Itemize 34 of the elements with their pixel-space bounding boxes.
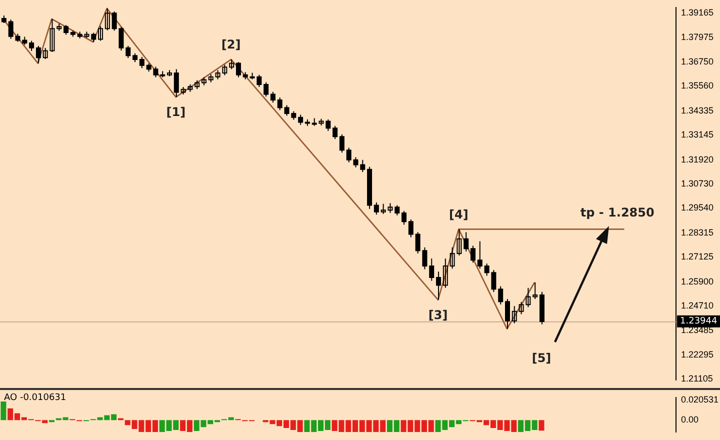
- y-tick-label: 1.27125: [681, 251, 714, 262]
- y-tick-label: 1.22295: [681, 349, 714, 360]
- y-tick-label: 1.29540: [681, 202, 714, 213]
- y-tick-label: 1.39165: [681, 8, 714, 18]
- y-tick-label: 1.35560: [681, 80, 714, 91]
- y-tick-label: 1.24710: [681, 300, 714, 310]
- y-tick-label: 1.30730: [681, 178, 714, 188]
- y-tick-label: 0.00: [681, 414, 699, 425]
- y-tick-label: 0.020531: [681, 394, 719, 404]
- candlestick: [512, 306, 517, 324]
- annotation: [3]: [428, 308, 448, 322]
- annotation: [4]: [449, 207, 468, 222]
- y-tick-label: 1.31920: [681, 154, 714, 164]
- candlestick: [98, 26, 104, 42]
- y-tick-label: 1.25900: [681, 276, 714, 286]
- y-tick-label: 1.23485: [681, 325, 714, 336]
- bar: [0, 401, 6, 420]
- y-tick-label: 1.36750: [681, 56, 714, 67]
- candlestick: [104, 8, 110, 31]
- candlestick: [229, 58, 234, 70]
- annotation: tp - 1.2850: [580, 205, 654, 220]
- annotation: [2]: [221, 38, 241, 52]
- candlestick: [532, 282, 538, 300]
- candlestick: [442, 258, 448, 288]
- y-tick-label: 1.33145: [681, 130, 714, 140]
- y-tick-label: 1.37975: [681, 32, 714, 42]
- annotation: [1]: [166, 105, 186, 120]
- y-tick-label: 1.34335: [681, 105, 714, 116]
- chart-title: AO -0.010631: [4, 392, 66, 403]
- y-tick-label: 1.28315: [681, 227, 714, 238]
- y-tick-label: 1.21105: [681, 373, 713, 384]
- annotation: [5]: [532, 350, 552, 365]
- bar: [538, 420, 544, 431]
- ref-line-label: 1.23944: [680, 316, 718, 327]
